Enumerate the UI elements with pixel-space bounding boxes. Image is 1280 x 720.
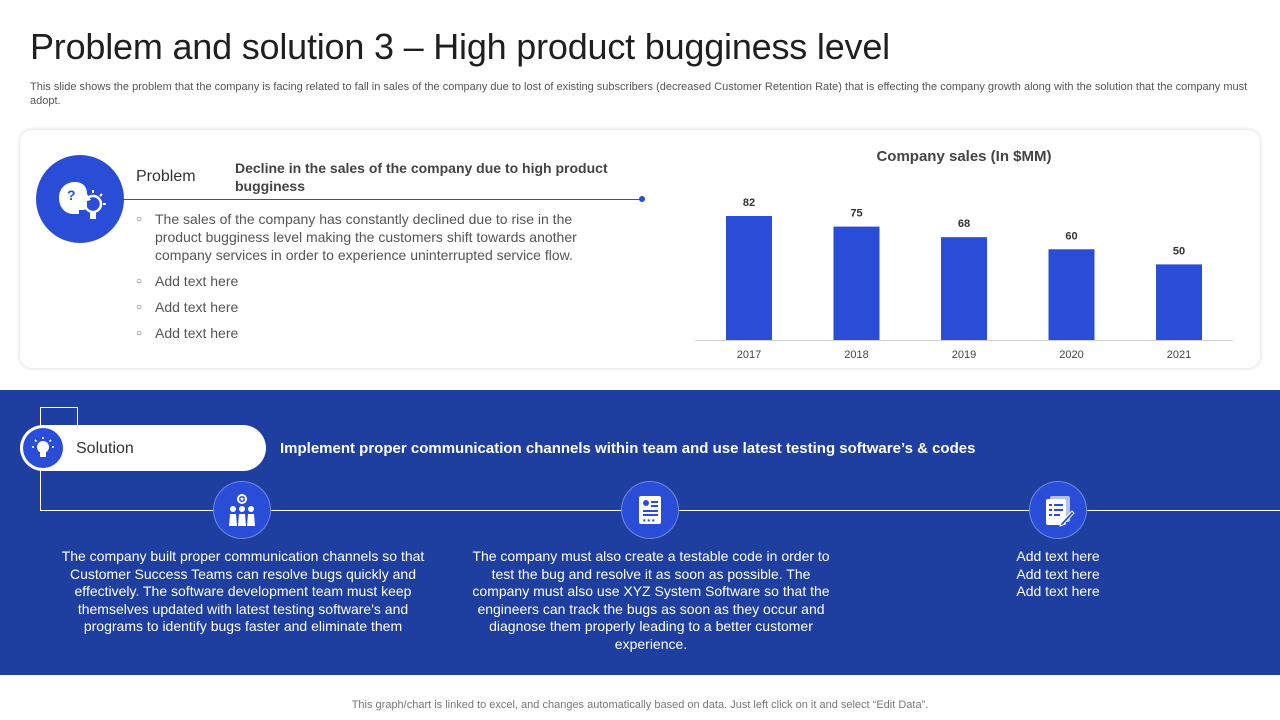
- problem-bullet: Add text here: [136, 272, 616, 291]
- solution-column-text: The company built proper communication c…: [61, 548, 425, 635]
- problem-divider-dot: [639, 196, 645, 202]
- problem-divider: [124, 199, 642, 200]
- problem-bullet-list: The sales of the company has constantly …: [136, 210, 616, 350]
- problem-headline: Decline in the sales of the company due …: [235, 160, 608, 194]
- chart-data-label: 75: [850, 208, 862, 220]
- svg-text:★★★: ★★★: [642, 518, 656, 524]
- chart-bar[interactable]: [1048, 249, 1095, 340]
- lightbulb-gear-icon: [23, 428, 63, 468]
- head-question-lightbulb-icon: ?: [36, 155, 124, 243]
- chart-tick-label: 2017: [737, 349, 761, 361]
- chart-bar[interactable]: [833, 226, 880, 340]
- solution-column-text: Add text here Add text here Add text her…: [1016, 548, 1100, 600]
- chart-data-label: 50: [1173, 245, 1185, 257]
- chart-bar[interactable]: [726, 216, 772, 340]
- problem-bullet: Add text here: [136, 324, 616, 343]
- chart-bar[interactable]: [941, 237, 987, 340]
- solution-column-text: The company must also create a testable …: [472, 548, 830, 652]
- page-subtitle: This slide shows the problem that the co…: [30, 81, 1248, 107]
- chart-data-label: 60: [1065, 230, 1077, 242]
- svg-text:?: ?: [67, 187, 76, 203]
- footer-note: This graph/chart is linked to excel, and…: [351, 699, 929, 711]
- chart-tick-label: 2019: [952, 349, 976, 361]
- team-gear-icon: [213, 481, 271, 539]
- frame-line: [77, 407, 78, 427]
- problem-bullet: Add text here: [136, 298, 616, 317]
- page-title: Problem and solution 3 – High product bu…: [30, 26, 890, 67]
- sales-bar-chart[interactable]: 82 2017 75 2018 68 2019 60 2020 50 2021: [690, 180, 1240, 366]
- chart-tick-label: 2018: [844, 349, 868, 361]
- chart-title[interactable]: Company sales (In $MM): [876, 148, 1052, 165]
- solution-label: Solution: [76, 440, 134, 457]
- frame-line: [40, 407, 78, 408]
- certificate-rating-icon: ★★★: [621, 481, 679, 539]
- chart-data-label: 68: [958, 218, 970, 230]
- chart-bar[interactable]: [1156, 264, 1202, 340]
- document-pen-icon: [1029, 481, 1087, 539]
- problem-label: Problem: [136, 168, 196, 185]
- chart-tick-label: 2021: [1167, 349, 1191, 361]
- chart-tick-label: 2020: [1059, 349, 1083, 361]
- chart-data-label: 82: [743, 197, 755, 209]
- solution-headline: Implement proper communication channels …: [280, 440, 976, 457]
- problem-bullet: The sales of the company has constantly …: [136, 210, 616, 264]
